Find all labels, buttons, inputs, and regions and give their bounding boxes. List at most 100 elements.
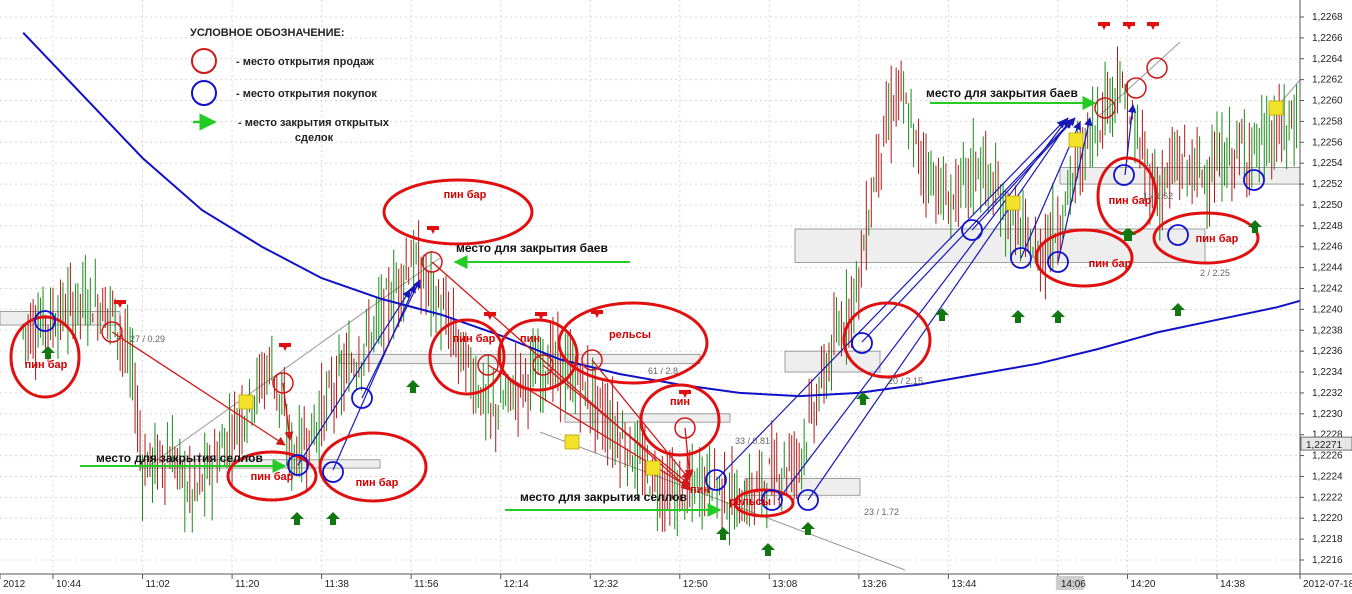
- x-tick-label: 14:20: [1130, 579, 1155, 590]
- y-tick-label: 1,2232: [1312, 388, 1343, 399]
- level-marker-square: [238, 394, 254, 410]
- pin-bar-ellipse: [733, 488, 795, 518]
- sell-marker-icon: [427, 226, 439, 234]
- level-label: 33 / 0.81: [735, 436, 770, 446]
- sell-entry-circle: [101, 321, 123, 343]
- y-tick-label: 1,2268: [1312, 12, 1343, 23]
- legend-sell-circle-icon: [191, 48, 217, 74]
- y-tick-label: 1,2240: [1312, 304, 1343, 315]
- y-axis-background: [1300, 0, 1352, 574]
- signal-arrows: [80, 96, 1137, 517]
- buy-entry-circle: [1243, 169, 1265, 191]
- pin-bar-ellipse: [1034, 228, 1134, 288]
- sell-entry-circle: [1125, 77, 1147, 99]
- pin-bar-ellipse: [639, 383, 721, 457]
- sell-signal-arrow: [542, 364, 691, 486]
- buy-signal-arrow: [332, 284, 416, 471]
- y-tick-label: 1,2226: [1312, 451, 1343, 462]
- buy-entry-circle: [961, 219, 983, 241]
- pin-bar-ellipse: [557, 301, 709, 385]
- buy-entry-circle: [1047, 251, 1069, 273]
- close-buys-label: место для закрытия баев: [926, 86, 1078, 100]
- annotation-label: пин бар: [444, 189, 487, 201]
- sell-entry-circle: [674, 417, 696, 439]
- sell-entry-circle: [532, 354, 554, 376]
- sell-signal-arrow: [111, 331, 286, 446]
- y-tick-label: 1,2238: [1312, 325, 1343, 336]
- y-tick-label: 1,2218: [1312, 534, 1343, 545]
- level-label: 27 / 0.29: [130, 334, 165, 344]
- y-tick-label: 1,2234: [1312, 367, 1343, 378]
- x-axis: 2012 10:44 11:02 11:20 11:38 11:56 12:14 12:32 1…: [0, 573, 1352, 594]
- y-tick-label: 1,2258: [1312, 116, 1343, 127]
- x-tick-label: 2012: [3, 579, 26, 590]
- buy-entry-circle: [34, 310, 56, 332]
- buy-marker-icon: [1171, 303, 1185, 316]
- buy-marker-icon: [716, 527, 730, 540]
- buy-marker-icon: [1051, 310, 1065, 323]
- current-price-box: [1300, 436, 1352, 451]
- buy-signal-arrow: [715, 119, 1066, 481]
- level-label: 23 / 1.72: [864, 507, 899, 517]
- buy-marker-icon: [1248, 220, 1262, 233]
- pin-bar-ellipse: [226, 450, 318, 502]
- pin-bar-ellipse: [1152, 211, 1260, 265]
- annotation-label: пин бар: [1196, 233, 1239, 245]
- buy-entry-circle: [287, 454, 309, 476]
- sell-marker-icon: [1123, 22, 1135, 30]
- buy-entry-circle: [851, 332, 873, 354]
- x-tick-label: 11:02: [146, 579, 171, 590]
- buy-entry-circle: [322, 461, 344, 483]
- annotation-label: пин бар: [251, 471, 294, 483]
- pin-bar-ellipse: [497, 318, 579, 392]
- sell-marker-icon: [114, 300, 126, 308]
- buy-signal-arrow: [361, 279, 421, 399]
- buy-marker-icon: [41, 346, 55, 359]
- x-axis-background: [0, 574, 1352, 594]
- y-tick-label: 1,2252: [1312, 179, 1343, 190]
- y-tick-label: 1,2228: [1312, 430, 1343, 441]
- pin-bar-ellipse: [318, 431, 428, 503]
- level-label: 2 / 2.25: [1200, 268, 1230, 278]
- x-tick-label: 10:44: [56, 579, 81, 590]
- legend-title: УСЛОВНОЕ ОБОЗНАЧЕНИЕ:: [190, 27, 345, 39]
- buy-entry-circle: [797, 489, 819, 511]
- level-label: 61 / 2.8: [648, 366, 678, 376]
- buy-marker-icon: [1011, 310, 1025, 323]
- buy-marker-icon: [935, 308, 949, 321]
- sell-entry-circle: [1146, 57, 1168, 79]
- y-tick-label: 1,2262: [1312, 75, 1343, 86]
- sell-entry-circle: [272, 372, 294, 394]
- buy-marker-icon: [801, 522, 815, 535]
- y-tick-label: 1,2244: [1312, 263, 1343, 274]
- buy-marker-icon: [1120, 228, 1134, 241]
- level-zone: [339, 353, 701, 365]
- pin-bar-ellipse: [842, 301, 932, 379]
- annotation-label: пин: [520, 333, 540, 345]
- buy-signal-arrow: [777, 117, 1069, 501]
- sell-marker-icon: [679, 390, 691, 398]
- x-tick-label: 13:44: [951, 579, 976, 590]
- y-tick-label: 1,2236: [1312, 346, 1343, 357]
- y-tick-label: 1,2230: [1312, 409, 1343, 420]
- annotation-label: пин бар: [25, 359, 68, 371]
- annotation-label: рельсы: [609, 329, 651, 341]
- annotation-label: пин бар: [453, 333, 496, 345]
- y-tick-label: 1,2246: [1312, 242, 1343, 253]
- y-tick-label: 1,2242: [1312, 284, 1343, 295]
- legend-buy-circle-icon: [191, 80, 217, 106]
- level-marker-square: [645, 460, 661, 476]
- buy-signal-arrow: [1057, 117, 1093, 263]
- x-tick-label: 11:38: [325, 579, 350, 590]
- pin-bar-ellipse: [9, 315, 81, 399]
- buy-marker-icon: [326, 512, 340, 525]
- legend-label-buy: - место открытия покупок: [236, 88, 377, 100]
- buy-marker-icon: [761, 543, 775, 556]
- buy-marker-icon: [290, 512, 304, 525]
- buy-entry-circle: [1113, 164, 1135, 186]
- y-tick-label: 1,2248: [1312, 221, 1343, 232]
- annotation-labels: пин бар пин бар пин бар пин бар пин бар пин ре…: [25, 86, 1239, 517]
- level-marker-square: [1068, 132, 1084, 148]
- pin-bar-ellipse: [382, 178, 534, 246]
- x-tick-label: 14:38: [1220, 579, 1245, 590]
